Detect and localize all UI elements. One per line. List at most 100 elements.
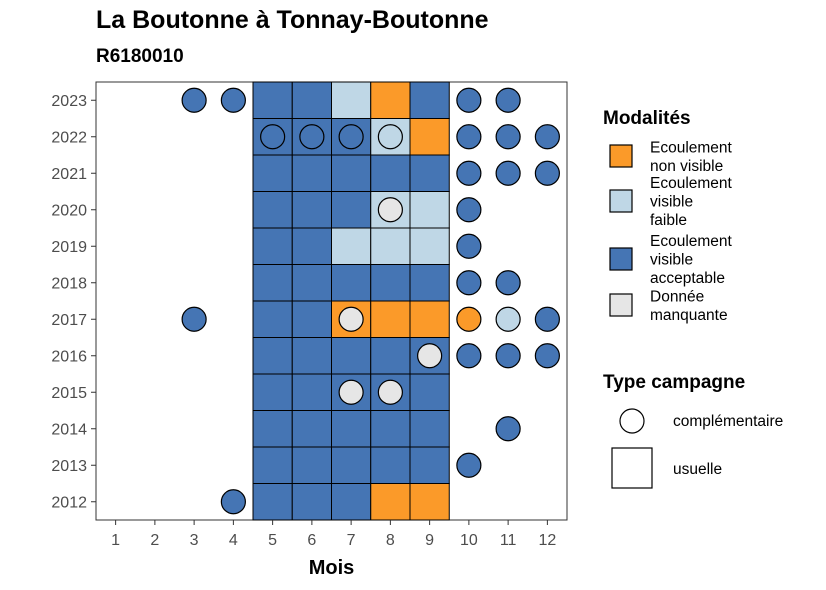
- y-tick-label: 2018: [51, 275, 87, 292]
- tile-2023-6: [291, 81, 332, 119]
- legend-label-faible: visible: [650, 194, 693, 211]
- tile-2018-7: [331, 264, 372, 302]
- point-2022-8: [377, 124, 403, 150]
- point-2022-7: [338, 124, 364, 150]
- tile-2022-9: [409, 118, 450, 156]
- x-tick-label: 6: [307, 532, 316, 549]
- point-2021-11: [495, 160, 521, 186]
- point-2020-8: [377, 197, 403, 223]
- tile-2017-8: [370, 300, 411, 338]
- tile-2020-7: [331, 191, 372, 229]
- point-2013-10: [456, 452, 482, 478]
- tile-2017-5: [252, 300, 293, 338]
- y-tick-label: 2023: [51, 93, 87, 110]
- x-axis: 1 2 3 4 5 6 7 8 9 10 11 12: [111, 520, 556, 549]
- tile-2019-6: [291, 227, 332, 265]
- legend-label-faible: Ecoulement: [650, 175, 733, 192]
- point-2019-10: [456, 233, 482, 259]
- tile-2016-5: [252, 337, 293, 375]
- tile-2013-5: [252, 446, 293, 484]
- tile-2012-6: [291, 483, 332, 521]
- tile-2012-8: [370, 483, 411, 521]
- x-tick-label: 3: [190, 532, 199, 549]
- tile-2013-6: [291, 446, 332, 484]
- point-2014-11: [495, 416, 521, 442]
- legend-key-usuelle: [611, 447, 653, 489]
- tile-2014-8: [370, 410, 411, 448]
- legend-label-faible: faible: [650, 212, 687, 229]
- tile-2021-8: [370, 154, 411, 192]
- point-2022-6: [299, 124, 325, 150]
- tile-2013-8: [370, 446, 411, 484]
- tile-2014-9: [409, 410, 450, 448]
- point-2018-10: [456, 270, 482, 296]
- x-tick-label: 4: [229, 532, 238, 549]
- y-tick-label: 2017: [51, 312, 87, 329]
- legend-title-modalites: Modalités: [603, 108, 691, 129]
- point-2016-10: [456, 343, 482, 369]
- usuelle-cells: [252, 81, 450, 521]
- complementaire-points: [181, 87, 560, 515]
- y-tick-label: 2022: [51, 129, 87, 146]
- x-tick-label: 2: [150, 532, 159, 549]
- tile-2020-6: [291, 191, 332, 229]
- tile-2017-9: [409, 300, 450, 338]
- tile-2016-8: [370, 337, 411, 375]
- tile-2021-6: [291, 154, 332, 192]
- tile-2012-7: [331, 483, 372, 521]
- tile-2018-8: [370, 264, 411, 302]
- point-2012-4: [220, 489, 246, 515]
- legend-label-acceptable: visible: [650, 252, 693, 269]
- point-2021-12: [534, 160, 560, 186]
- tile-2019-9: [409, 227, 450, 265]
- point-2015-7: [338, 379, 364, 405]
- tile-2014-7: [331, 410, 372, 448]
- tile-2012-9: [409, 483, 450, 521]
- tile-2016-6: [291, 337, 332, 375]
- x-tick-label: 7: [347, 532, 356, 549]
- legend-label-non_visible: non visible: [650, 158, 723, 175]
- x-tick-label: 12: [538, 532, 556, 549]
- tile-2019-7: [331, 227, 372, 265]
- legend-key-faible: [609, 189, 633, 213]
- x-tick-label: 5: [268, 532, 277, 549]
- point-2023-10: [456, 87, 482, 113]
- point-2023-11: [495, 87, 521, 113]
- point-2022-10: [456, 124, 482, 150]
- legend-label-acceptable: acceptable: [650, 270, 725, 287]
- x-tick-label: 8: [386, 532, 395, 549]
- point-2020-10: [456, 197, 482, 223]
- legend-label-complementaire: complémentaire: [673, 413, 783, 430]
- point-2022-11: [495, 124, 521, 150]
- tile-2023-9: [409, 81, 450, 119]
- tile-2023-7: [331, 81, 372, 119]
- tile-2013-9: [409, 446, 450, 484]
- y-tick-label: 2015: [51, 385, 87, 402]
- tile-2014-5: [252, 410, 293, 448]
- y-tick-label: 2014: [51, 421, 87, 438]
- tile-2021-7: [331, 154, 372, 192]
- tile-2017-6: [291, 300, 332, 338]
- y-tick-label: 2020: [51, 202, 87, 219]
- tile-2015-9: [409, 373, 450, 411]
- tile-2015-6: [291, 373, 332, 411]
- point-2023-4: [220, 87, 246, 113]
- y-tick-label: 2019: [51, 239, 87, 256]
- y-tick-label: 2012: [51, 494, 87, 511]
- point-2021-10: [456, 160, 482, 186]
- point-2022-5: [260, 124, 286, 150]
- legend-key-complementaire: [619, 408, 645, 434]
- point-2017-3: [181, 306, 207, 332]
- y-tick-label: 2021: [51, 166, 87, 183]
- legend-key-non_visible: [609, 144, 633, 168]
- tile-2013-7: [331, 446, 372, 484]
- legend-label-non_visible: Ecoulement: [650, 139, 733, 156]
- point-2022-12: [534, 124, 560, 150]
- x-tick-label: 10: [460, 532, 478, 549]
- x-tick-label: 9: [425, 532, 434, 549]
- legend-label-acceptable: Ecoulement: [650, 233, 733, 250]
- tile-2016-7: [331, 337, 372, 375]
- x-tick-label: 11: [500, 532, 517, 549]
- tile-2021-5: [252, 154, 293, 192]
